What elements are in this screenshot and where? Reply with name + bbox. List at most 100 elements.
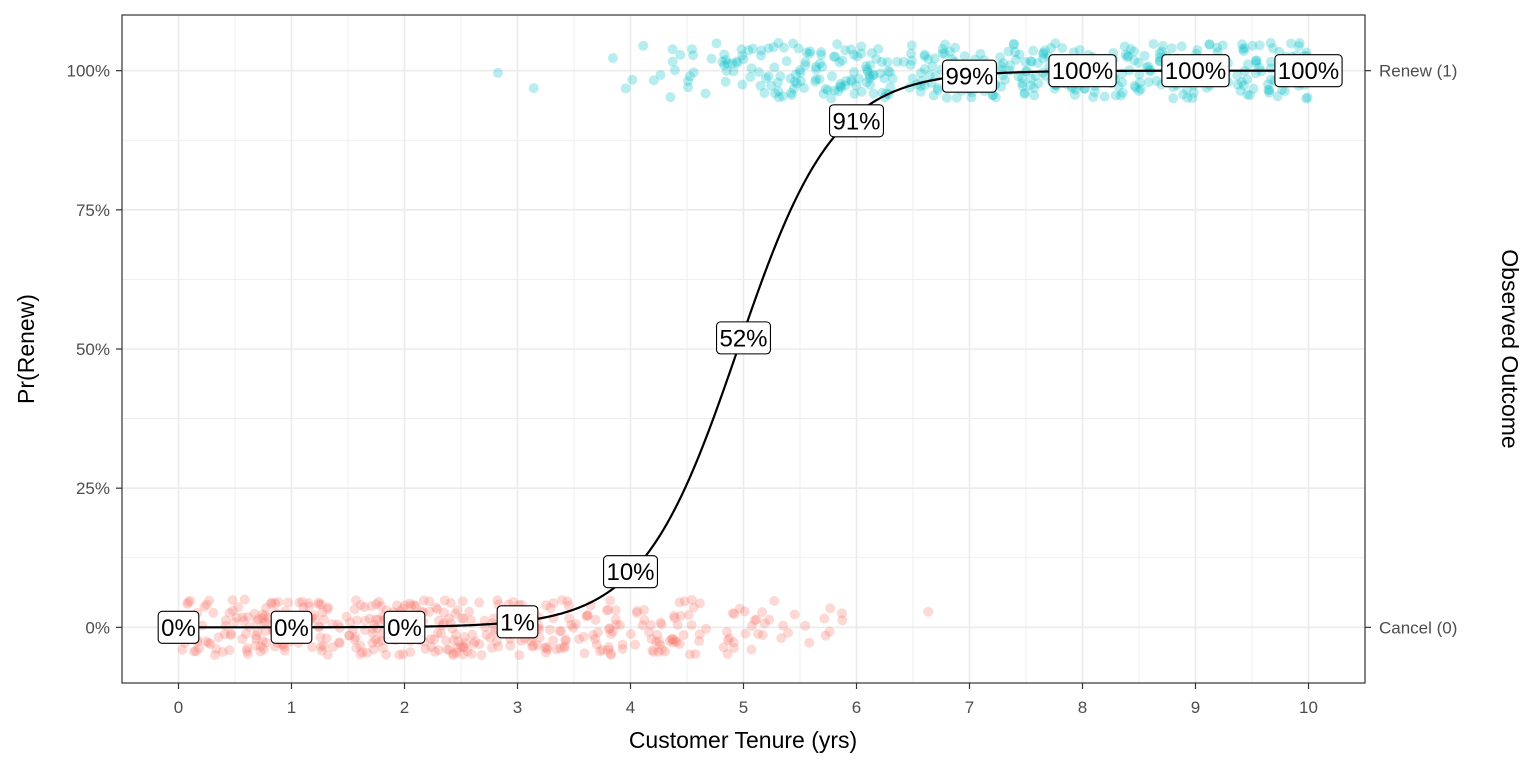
cancel-point [266,598,277,609]
renew-point [1129,55,1140,66]
cancel-point [468,638,479,649]
probability-label-box [715,321,771,355]
cancel-point [457,649,468,660]
renew-point [1178,89,1189,100]
cancel-point [376,601,387,612]
cancel-point [461,638,472,649]
cancel-point [261,602,272,613]
cancel-point [645,620,656,631]
cancel-point [194,643,205,654]
renew-point [800,60,811,71]
renew-point [728,66,739,77]
renew-point [492,67,503,78]
renew-point [814,74,825,85]
y2-tick-label: Renew (1) [1379,62,1457,81]
renew-point [951,92,962,103]
renew-point [805,46,816,57]
cancel-point [220,615,231,626]
cancel-point [405,600,416,611]
renew-point [655,69,666,80]
cancel-point [219,629,230,640]
renew-point [766,80,777,91]
cancel-point [443,613,454,624]
renew-point [1265,56,1276,67]
probability-label: 100% [1052,58,1113,85]
renew-point [849,88,860,99]
renew-point [1211,42,1222,53]
renew-point [1247,40,1258,51]
probability-label-box [1274,54,1343,88]
cancel-point [525,636,536,647]
cancel-point [316,645,327,656]
renew-point [1110,90,1121,101]
renew-point [840,76,851,87]
renew-point [1263,84,1274,95]
cancel-point [590,633,601,644]
renew-point [804,48,815,59]
renew-point [1038,47,1049,58]
cancel-point [557,594,568,605]
cancel-point [322,649,333,660]
renew-point [929,53,940,64]
renew-point [940,39,951,50]
renew-point [785,73,796,84]
renew-point [795,76,806,87]
renew-point [1188,87,1199,98]
cancel-point [458,642,469,653]
cancel-point [545,602,556,613]
cancel-point [259,610,270,621]
cancel-point [183,597,194,608]
cancel-point [746,644,757,655]
renew-point [1028,83,1039,94]
cancel-point [298,602,309,613]
cancel-point [392,600,403,611]
cancel-point [355,649,366,660]
cancel-point [668,610,679,621]
cancel-point [452,605,463,616]
x-tick-label: 4 [626,698,635,717]
renew-point [865,60,876,71]
renew-point [747,43,758,54]
cancel-point [603,604,614,615]
x-axis-title: Customer Tenure (yrs) [629,727,857,753]
cancel-point [597,644,608,655]
renew-point [1069,89,1080,100]
cancel-point [313,599,324,610]
cancel-point [424,596,435,607]
cancel-point [648,646,659,657]
x-tick-label: 5 [739,698,748,717]
cancel-point [355,599,366,610]
cancel-point [724,633,735,644]
renew-point [990,92,1001,103]
renew-point [1294,38,1305,49]
renew-point [1187,93,1198,104]
cancel-point [208,607,219,618]
cancel-point [574,634,585,645]
cancel-point [678,630,689,641]
probability-label: 1% [500,609,535,636]
cancel-point [217,647,228,658]
cancel-point [345,617,356,628]
renew-point [1025,56,1036,67]
renew-point [856,41,867,52]
cancel-point [203,637,214,648]
renew-point [1285,38,1296,49]
cancel-point [562,596,573,607]
cancel-point [753,628,764,639]
renew-point [851,80,862,91]
renew-point [1122,52,1133,63]
cancel-point [429,634,440,645]
cancel-point [800,620,811,631]
cancel-point [318,640,329,651]
renew-point [884,67,895,78]
y2-tick-label: Cancel (0) [1379,618,1457,637]
renew-point [1168,93,1179,104]
renew-point [1238,80,1249,91]
cancel-point [560,634,571,645]
renew-point [1009,39,1020,50]
renew-point [738,54,749,65]
cancel-point [764,614,775,625]
x-tick-label: 6 [852,698,861,717]
cancel-point [479,615,490,626]
cancel-point [505,640,516,651]
